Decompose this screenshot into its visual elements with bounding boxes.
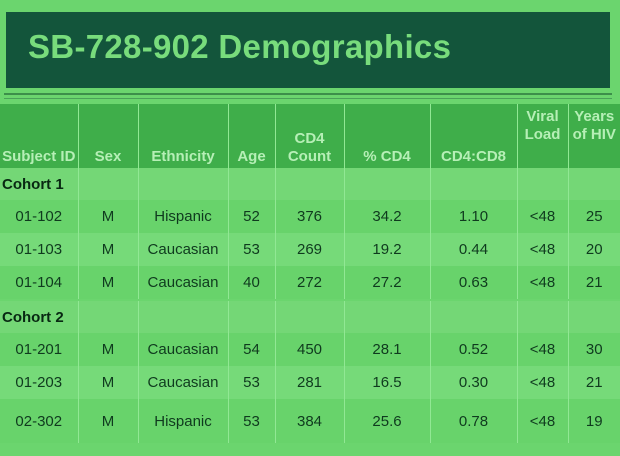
cell-years-hiv: 25 <box>568 200 620 233</box>
cell-cd4-count: 376 <box>275 200 345 233</box>
cell-cd4-cd8: 0.78 <box>430 399 518 443</box>
cohort-empty-cell <box>430 168 518 200</box>
cell-pct-cd4: 25.6 <box>344 399 431 443</box>
header-years-hiv: Years of HIV <box>568 104 620 168</box>
cell-subject-id: 02-302 <box>0 399 79 443</box>
cohort-empty-cell <box>138 168 229 200</box>
header-sex: Sex <box>78 104 139 168</box>
cell-viral-load: <48 <box>517 266 569 299</box>
cohort-empty-cell <box>78 301 139 333</box>
cell-pct-cd4: 19.2 <box>344 233 431 266</box>
title-banner: SB-728-902 Demographics <box>6 12 610 88</box>
cell-cd4-count: 450 <box>275 333 345 366</box>
header-cd4-cd8: CD4:CD8 <box>430 104 518 168</box>
cell-sex: M <box>78 233 139 266</box>
cohort-empty-cell <box>228 301 276 333</box>
cohort-empty-cell <box>275 301 345 333</box>
cohort-empty-cell <box>78 168 139 200</box>
cell-age: 52 <box>228 200 276 233</box>
cell-sex: M <box>78 200 139 233</box>
cell-sex: M <box>78 333 139 366</box>
cell-sex: M <box>78 399 139 443</box>
cell-subject-id: 01-203 <box>0 366 79 399</box>
table-row: 01-104 M Caucasian 40 272 27.2 0.63 <48 21 <box>0 266 620 299</box>
cohort-header-row: Cohort 2 <box>0 301 620 333</box>
cell-cd4-count: 384 <box>275 399 345 443</box>
table-row: 02-302 M Hispanic 53 384 25.6 0.78 <48 19 <box>0 399 620 443</box>
cell-years-hiv: 20 <box>568 233 620 266</box>
cell-years-hiv: 19 <box>568 399 620 443</box>
header-age: Age <box>228 104 276 168</box>
cell-cd4-cd8: 0.44 <box>430 233 518 266</box>
cohort-empty-cell <box>568 168 620 200</box>
cell-pct-cd4: 28.1 <box>344 333 431 366</box>
table-row: 01-201 M Caucasian 54 450 28.1 0.52 <48 30 <box>0 333 620 366</box>
cell-ethnicity: Caucasian <box>138 333 229 366</box>
demographics-table: Subject ID Sex Ethnicity Age CD4 Count %… <box>0 104 620 443</box>
cell-cd4-count: 272 <box>275 266 345 299</box>
cell-cd4-cd8: 0.52 <box>430 333 518 366</box>
cell-viral-load: <48 <box>517 333 569 366</box>
cell-years-hiv: 21 <box>568 266 620 299</box>
cell-cd4-cd8: 1.10 <box>430 200 518 233</box>
spacer-row <box>0 299 620 301</box>
cohort-empty-cell <box>517 168 569 200</box>
cohort-empty-cell <box>138 301 229 333</box>
header-viral-load: Viral Load <box>517 104 569 168</box>
cell-subject-id: 01-201 <box>0 333 79 366</box>
cell-age: 53 <box>228 366 276 399</box>
table-row: 01-203 M Caucasian 53 281 16.5 0.30 <48 21 <box>0 366 620 399</box>
cell-age: 53 <box>228 233 276 266</box>
table-body: Cohort 1 01-102 M Hispanic 52 376 34.2 1.10 <48 2… <box>0 168 620 443</box>
cell-ethnicity: Caucasian <box>138 233 229 266</box>
header-ethnicity: Ethnicity <box>138 104 229 168</box>
cell-age: 54 <box>228 333 276 366</box>
cell-viral-load: <48 <box>517 366 569 399</box>
cell-years-hiv: 30 <box>568 333 620 366</box>
cell-viral-load: <48 <box>517 233 569 266</box>
cell-ethnicity: Caucasian <box>138 266 229 299</box>
cohort-empty-cell <box>344 168 431 200</box>
cell-cd4-cd8: 0.30 <box>430 366 518 399</box>
header-row: Subject ID Sex Ethnicity Age CD4 Count %… <box>0 104 620 168</box>
slide-title: SB-728-902 Demographics <box>28 28 452 65</box>
cell-subject-id: 01-102 <box>0 200 79 233</box>
cell-pct-cd4: 16.5 <box>344 366 431 399</box>
cell-subject-id: 01-103 <box>0 233 79 266</box>
cell-viral-load: <48 <box>517 200 569 233</box>
header-cd4-count: CD4 Count <box>275 104 345 168</box>
header-pct-cd4: % CD4 <box>344 104 431 168</box>
cohort-empty-cell <box>568 301 620 333</box>
cell-sex: M <box>78 366 139 399</box>
cell-ethnicity: Caucasian <box>138 366 229 399</box>
cell-sex: M <box>78 266 139 299</box>
cell-years-hiv: 21 <box>568 366 620 399</box>
cell-cd4-count: 269 <box>275 233 345 266</box>
cell-cd4-count: 281 <box>275 366 345 399</box>
cohort-empty-cell <box>517 301 569 333</box>
header-subject-id: Subject ID <box>0 104 79 168</box>
divider-line <box>4 98 612 99</box>
divider-line <box>4 93 612 95</box>
cohort-label: Cohort 1 <box>0 168 79 200</box>
cohort-label: Cohort 2 <box>0 301 79 333</box>
table-row: 01-103 M Caucasian 53 269 19.2 0.44 <48 20 <box>0 233 620 266</box>
cell-cd4-cd8: 0.63 <box>430 266 518 299</box>
spacer-cell <box>0 299 620 301</box>
cell-pct-cd4: 27.2 <box>344 266 431 299</box>
cohort-empty-cell <box>228 168 276 200</box>
cell-age: 53 <box>228 399 276 443</box>
cell-pct-cd4: 34.2 <box>344 200 431 233</box>
cohort-empty-cell <box>430 301 518 333</box>
cohort-empty-cell <box>344 301 431 333</box>
table-row: 01-102 M Hispanic 52 376 34.2 1.10 <48 25 <box>0 200 620 233</box>
cohort-header-row: Cohort 1 <box>0 168 620 200</box>
cell-ethnicity: Hispanic <box>138 200 229 233</box>
cohort-empty-cell <box>275 168 345 200</box>
cell-viral-load: <48 <box>517 399 569 443</box>
cell-subject-id: 01-104 <box>0 266 79 299</box>
cell-age: 40 <box>228 266 276 299</box>
cell-ethnicity: Hispanic <box>138 399 229 443</box>
